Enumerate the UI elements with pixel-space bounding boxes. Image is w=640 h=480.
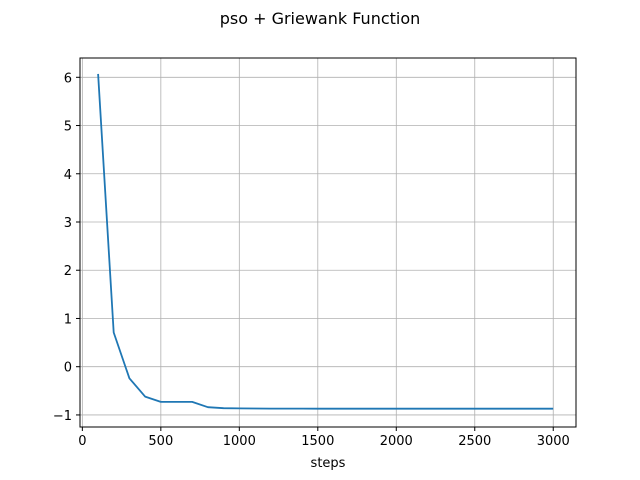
y-tick-label: 5 xyxy=(64,120,72,135)
x-tick-label: 500 xyxy=(148,434,173,449)
x-tick-label: 1000 xyxy=(223,434,256,449)
y-axis: −1 0 1 2 3 4 5 6 xyxy=(53,71,80,424)
plot-frame xyxy=(79,57,577,428)
x-tick-label: 1500 xyxy=(301,434,334,449)
y-tick-label: 0 xyxy=(64,361,72,376)
x-tick-label: 2500 xyxy=(458,434,491,449)
chart-title: pso + Griewank Function xyxy=(220,9,421,28)
y-tick-label: 3 xyxy=(64,216,72,231)
x-axis-label: steps xyxy=(311,456,346,471)
x-tick-label: 2000 xyxy=(380,434,413,449)
y-tick-label: −1 xyxy=(53,409,72,424)
x-tick-label: 0 xyxy=(78,434,86,449)
y-tick-label: 1 xyxy=(64,312,72,327)
y-tick-label: 2 xyxy=(64,264,72,279)
y-tick-label: 6 xyxy=(64,71,72,86)
x-tick-label: 3000 xyxy=(537,434,570,449)
grid-lines xyxy=(80,58,576,427)
x-axis: 0 500 1000 1500 2000 2500 3000 xyxy=(78,427,570,449)
series-line xyxy=(97,73,554,410)
y-tick-label: 4 xyxy=(64,168,72,183)
series-lines xyxy=(97,73,554,410)
